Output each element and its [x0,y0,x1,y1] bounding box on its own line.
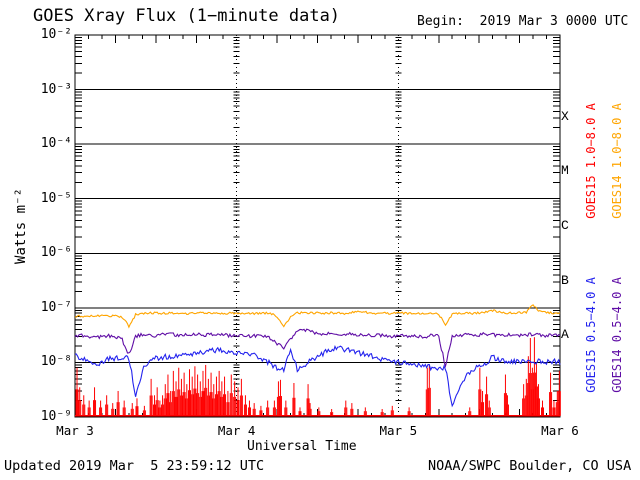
flux-class-letter: M [561,163,569,179]
x-tick-label: Mar 3 [56,423,94,438]
x-tick-label: Mar 5 [379,423,418,438]
flux-class-letter: X [561,108,569,124]
begin-timestamp-label: Begin: 2019 Mar 3 0000 UTC [417,14,629,29]
series-legend: GOES14 0.5−4.0 A [610,277,624,393]
y-tick-label: 10⁻⁹ [40,409,72,424]
series-legend: GOES15 1.0−8.0 A [584,103,598,219]
x-tick-label: Mar 6 [541,423,579,438]
x-axis-label: Universal Time [247,439,357,454]
y-tick-label: 10⁻² [40,27,72,42]
flux-class-letter: C [561,218,569,233]
source-attribution: NOAA/SWPC Boulder, CO USA [428,458,632,474]
y-tick-label: 10⁻⁵ [40,190,72,206]
series-legend: GOES15 0.5−4.0 A [584,277,598,393]
y-tick-label: 10⁻³ [40,81,72,97]
y-tick-label: 10⁻⁶ [40,245,72,261]
y-tick-label: 10⁻⁸ [40,354,72,370]
y-tick-label: 10⁻⁴ [40,136,72,152]
flux-class-letter: A [561,327,569,343]
y-tick-label: 10⁻⁷ [40,299,72,315]
updated-timestamp: Updated 2019 Mar 5 23:59:12 UTC [4,458,265,474]
y-axis-label: Watts m⁻² [13,188,29,264]
chart-title: GOES Xray Flux (1−minute data) [33,6,341,26]
x-tick-label: Mar 4 [217,423,256,438]
series-legend: GOES14 1.0−8.0 A [610,103,624,219]
flux-class-letter: B [561,272,569,288]
